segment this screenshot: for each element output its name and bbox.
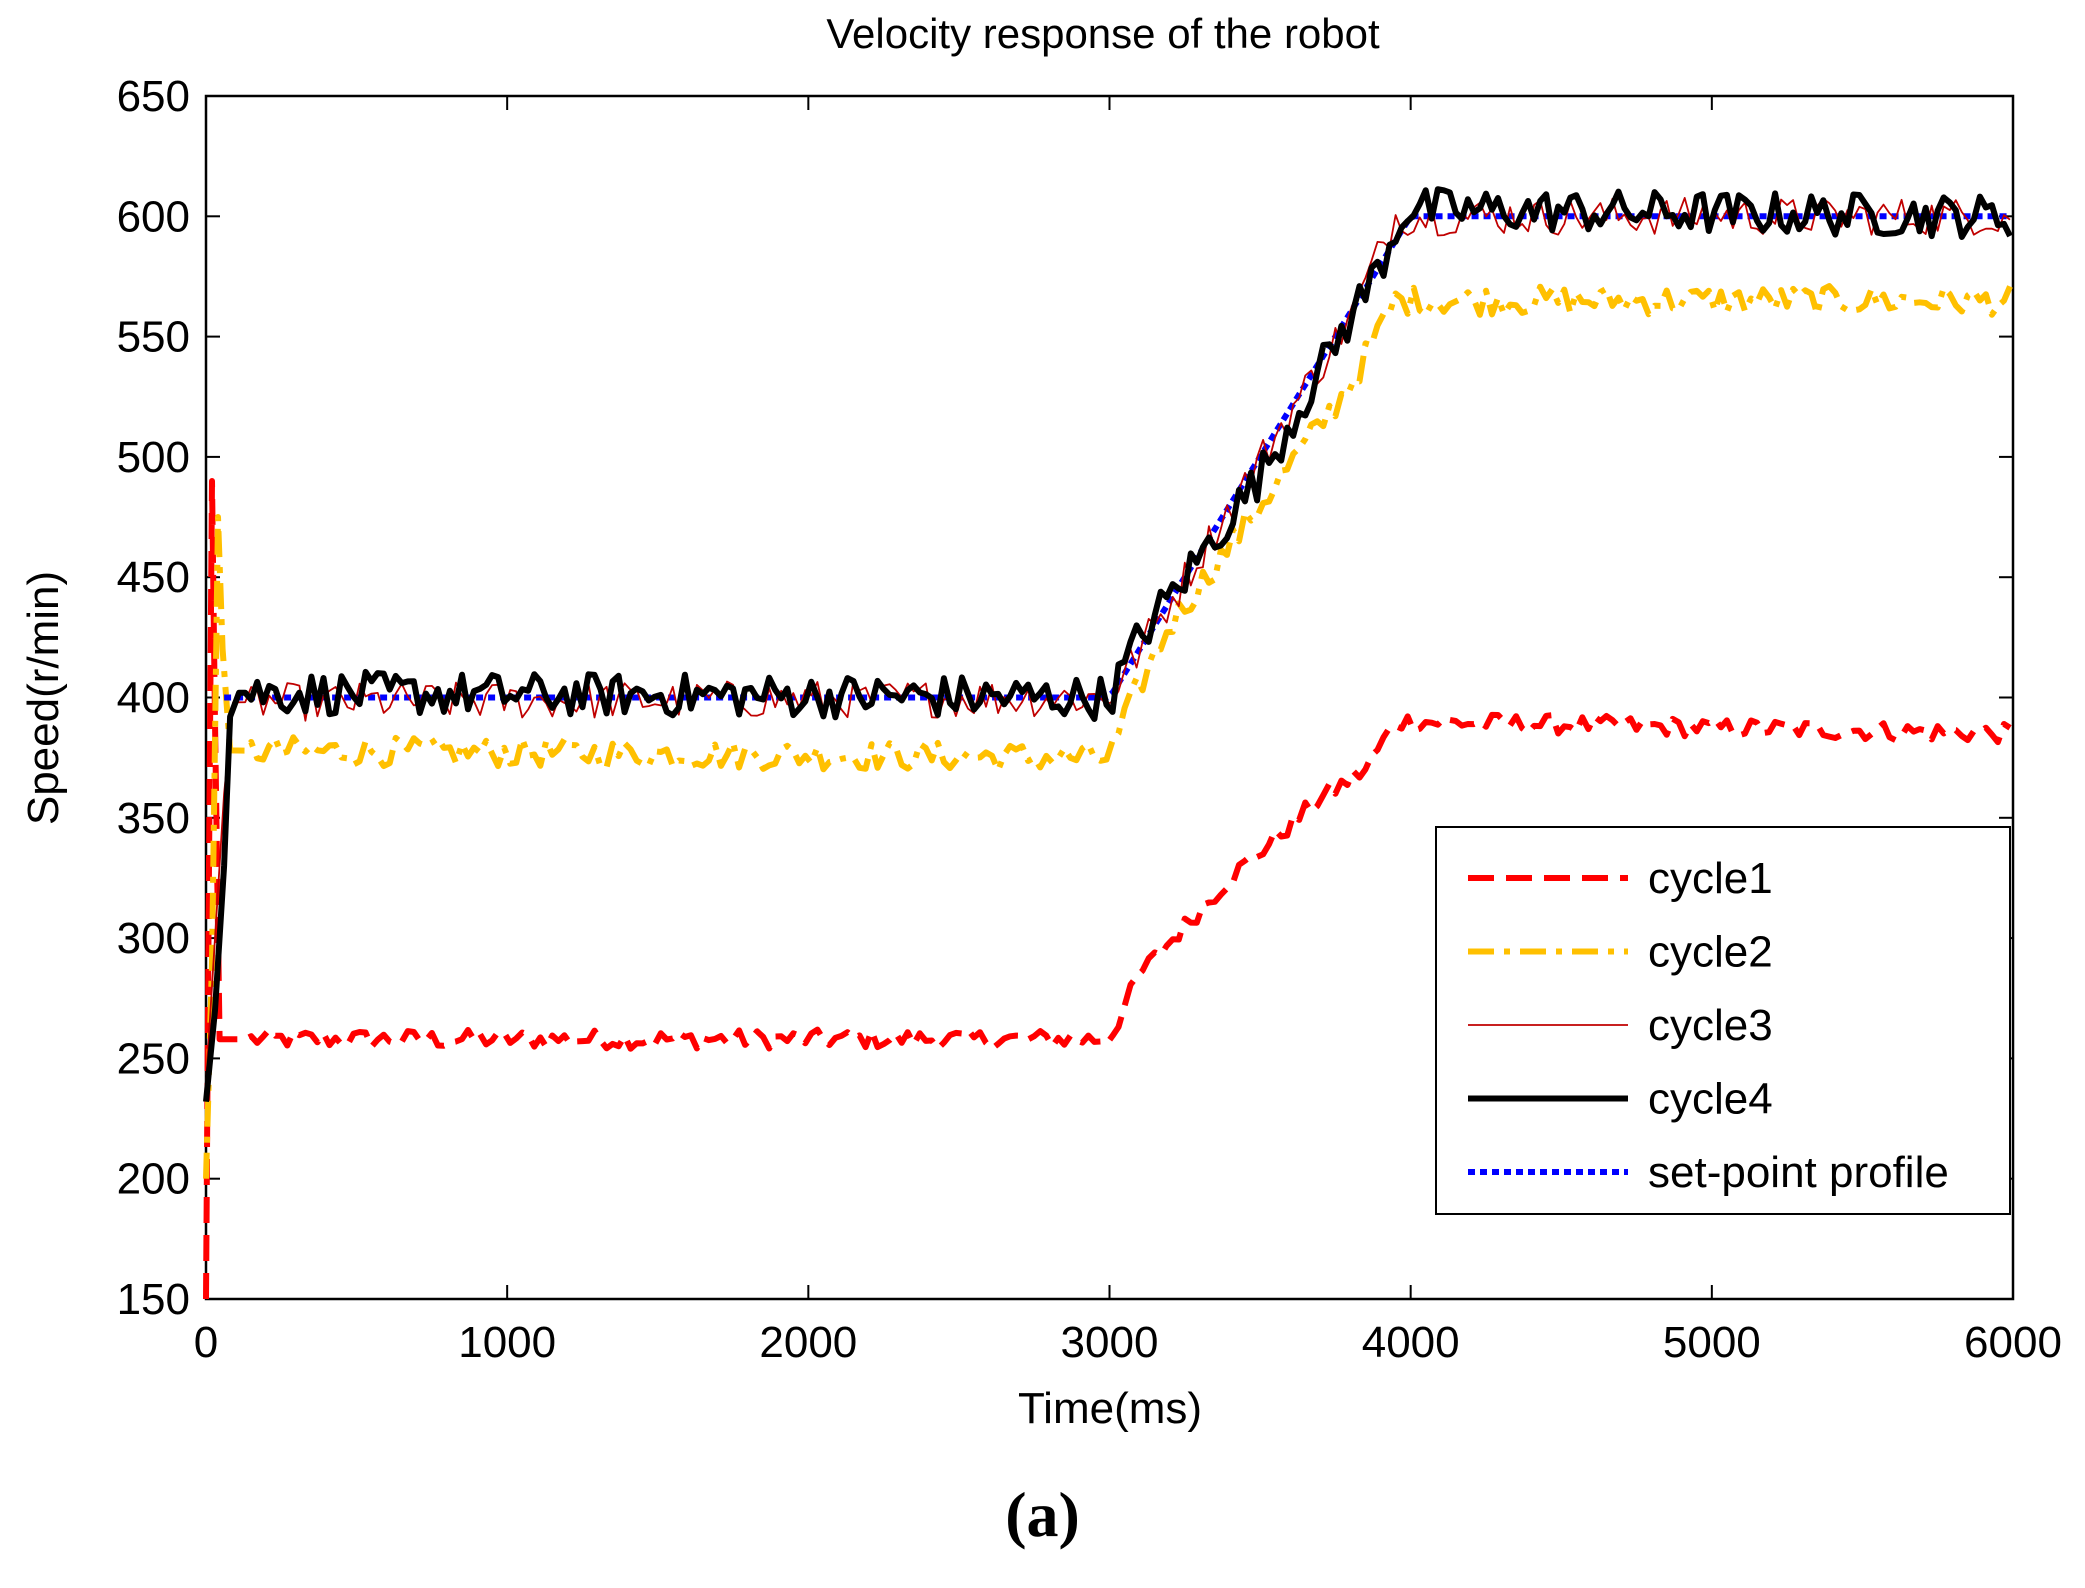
legend: cycle1 cycle2 cycle3 cycle4 set-point profil… <box>1435 826 2011 1215</box>
y-tick-label: 350 <box>117 794 190 843</box>
figure-label: (a) <box>1005 1479 1080 1550</box>
x-tick-label: 4000 <box>1362 1318 1460 1367</box>
y-tick-label: 600 <box>117 192 190 241</box>
x-tick-label: 6000 <box>1964 1318 2062 1367</box>
x-axis-label: Time(ms) <box>1018 1384 1202 1433</box>
series-layer <box>203 186 2013 1300</box>
y-axis-label: Speed(r/min) <box>19 571 68 825</box>
y-tick-label: 200 <box>117 1155 190 1204</box>
legend-box <box>1435 826 2011 1215</box>
y-tick-label: 400 <box>117 674 190 723</box>
y-tick-label: 450 <box>117 553 190 602</box>
y-tick-label: 550 <box>117 313 190 362</box>
series-line-cycle1 <box>203 478 2012 1300</box>
x-tick-label: 5000 <box>1663 1318 1761 1367</box>
legend-label: cycle1 <box>1648 854 1773 903</box>
x-tick-label: 1000 <box>458 1318 556 1367</box>
series-line-cycle4 <box>203 186 2013 1102</box>
y-tick-label: 150 <box>117 1275 190 1324</box>
chart-title: Velocity response of the robot <box>826 10 1380 57</box>
y-tick-label: 250 <box>117 1034 190 1083</box>
x-axis: 0 1000 2000 3000 4000 5000 6000 <box>194 96 2062 1367</box>
x-tick-label: 2000 <box>759 1318 857 1367</box>
legend-label: cycle2 <box>1648 928 1773 977</box>
y-tick-label: 650 <box>117 72 190 121</box>
x-tick-label: 0 <box>194 1318 218 1367</box>
legend-label: set-point profile <box>1648 1148 1949 1197</box>
series-line-cycle2 <box>203 283 2013 1179</box>
y-tick-label: 500 <box>117 433 190 482</box>
y-tick-label: 300 <box>117 914 190 963</box>
series-line-set-point-profile <box>224 213 2010 701</box>
legend-label: cycle3 <box>1648 1001 1773 1050</box>
y-axis: 150 200 250 300 350 400 450 500 550 600 650 <box>117 72 2013 1324</box>
x-tick-label: 3000 <box>1061 1318 1159 1367</box>
legend-label: cycle4 <box>1648 1075 1773 1124</box>
